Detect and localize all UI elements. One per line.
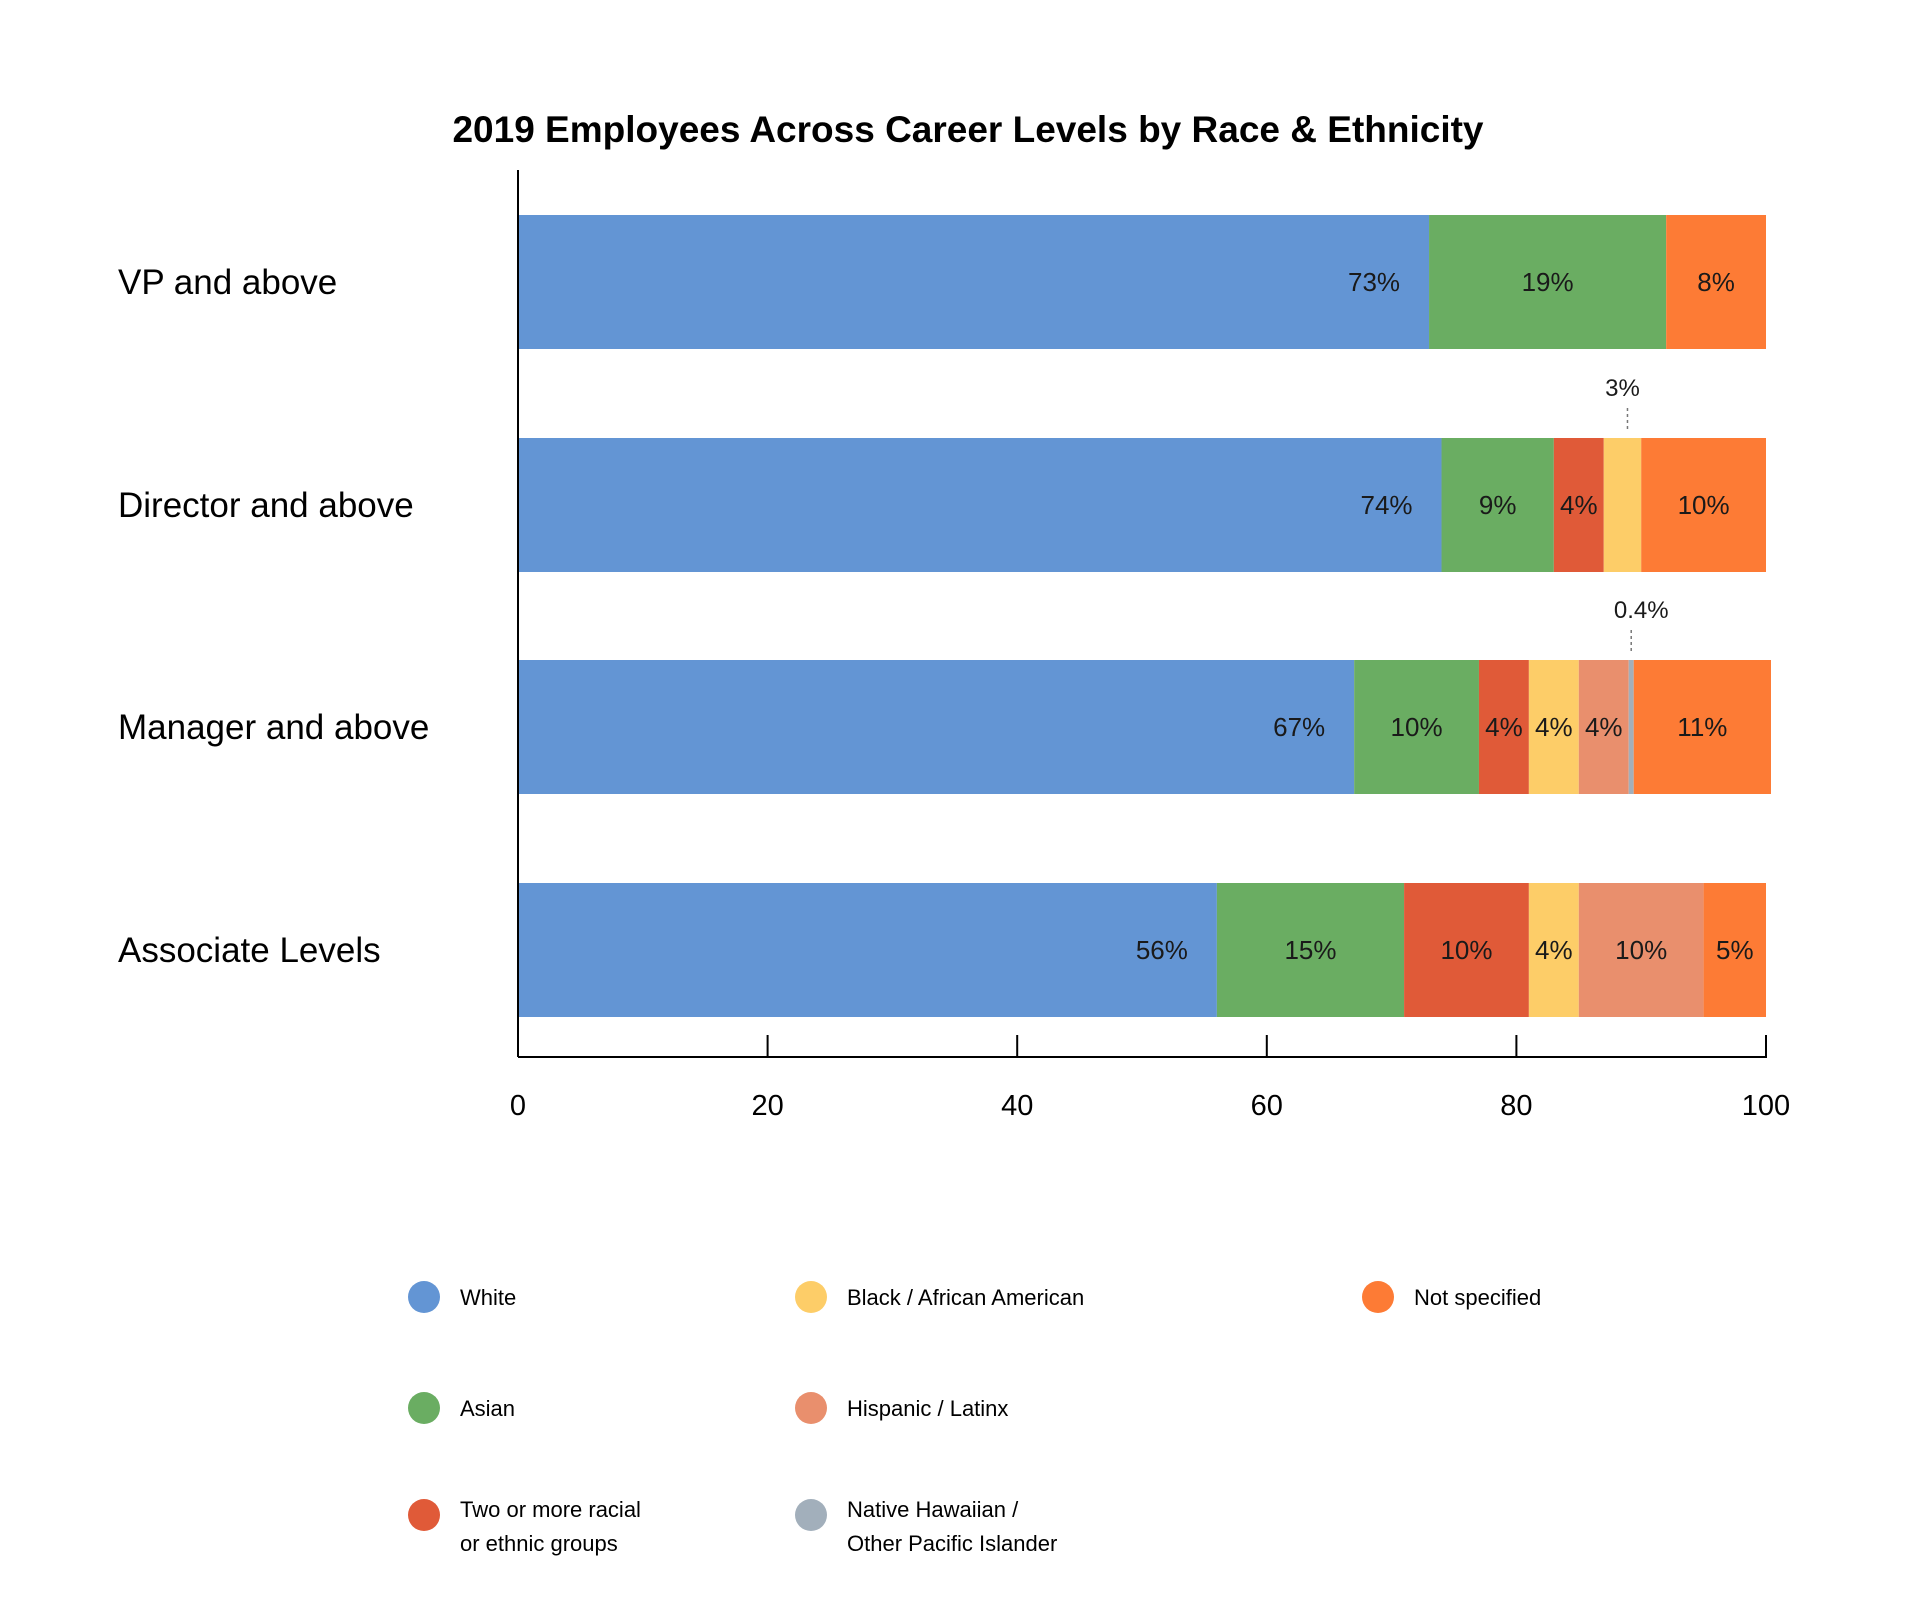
legend-swatch [408,1281,440,1313]
data-label: 10% [1391,712,1443,742]
legend-label: Two or more racial [460,1497,641,1522]
category-label: Associate Levels [118,931,381,970]
data-label: 4% [1485,712,1523,742]
legend-swatch [795,1499,827,1531]
legend: White Asian Two or more racial or ethnic gr… [408,1281,1541,1556]
bar-segment [1633,660,1771,794]
category-label: Director and above [118,486,414,525]
legend-label-line2: or ethnic groups [460,1531,618,1556]
legend-swatch [795,1281,827,1313]
data-label: 10% [1440,935,1492,965]
x-tick-label: 60 [1251,1090,1283,1122]
bar-segment [1703,883,1766,1017]
legend-swatch [1362,1281,1394,1313]
data-label: 74% [1360,490,1412,520]
bar-segment [1441,438,1554,572]
legend-label: Hispanic / Latinx [847,1396,1008,1421]
data-label: 4% [1535,712,1573,742]
chart-title: 2019 Employees Across Career Levels by R… [452,109,1483,150]
data-label: 5% [1716,935,1754,965]
data-label: 10% [1678,490,1730,520]
bar-segment [518,660,1355,794]
bar-segment [1478,660,1529,794]
bar-segment [1528,883,1579,1017]
callout-label: 0.4% [1614,597,1669,624]
data-label: 9% [1479,490,1517,520]
bar-segment [1528,660,1579,794]
data-label: 4% [1560,490,1598,520]
data-label: 10% [1615,935,1667,965]
legend-swatch [795,1392,827,1424]
category-label: VP and above [118,263,337,302]
data-label: 56% [1136,935,1188,965]
data-label: 19% [1522,267,1574,297]
legend-label: White [460,1285,516,1310]
legend-swatch [408,1392,440,1424]
data-label: 8% [1697,267,1735,297]
data-label: 4% [1535,935,1573,965]
x-tick-label: 80 [1500,1090,1532,1122]
bar-segment [1578,883,1704,1017]
bar-segment [1404,883,1529,1017]
legend-label: Not specified [1414,1285,1541,1310]
bar-segment [1429,215,1667,349]
legend-label-line2: Other Pacific Islander [847,1531,1057,1556]
data-label: 67% [1273,712,1325,742]
bar-segment [1641,438,1766,572]
bar-segment [1553,438,1604,572]
legend-label: Native Hawaiian / [847,1497,1019,1522]
x-tick-label: 40 [1001,1090,1033,1122]
data-label: 4% [1585,712,1623,742]
legend-label: Black / African American [847,1285,1084,1310]
plot-area: VP and above 73% 19% 8% Director and above 74… [118,170,1790,1122]
bar-segment [1666,215,1766,349]
bar-segment [1603,438,1642,572]
data-label: 73% [1348,267,1400,297]
bar-segment [1354,660,1479,794]
data-label: 15% [1284,935,1336,965]
data-label: 11% [1677,712,1727,742]
bar-segment [1578,660,1629,794]
bar-segment [518,883,1217,1017]
bar-segment [1216,883,1405,1017]
x-tick-label: 0 [510,1090,526,1122]
x-tick-label: 100 [1742,1090,1790,1122]
callout-label: 3% [1605,375,1640,402]
legend-label: Asian [460,1396,515,1421]
bar-segment [1628,660,1634,794]
category-label: Manager and above [118,708,429,747]
bar-segment [518,438,1442,572]
bar-segment [518,215,1430,349]
x-tick-label: 20 [751,1090,783,1122]
legend-swatch [408,1499,440,1531]
